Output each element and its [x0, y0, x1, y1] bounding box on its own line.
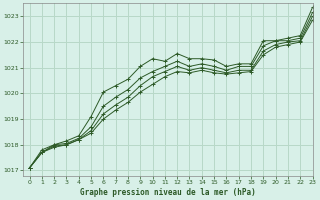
X-axis label: Graphe pression niveau de la mer (hPa): Graphe pression niveau de la mer (hPa): [80, 188, 256, 197]
